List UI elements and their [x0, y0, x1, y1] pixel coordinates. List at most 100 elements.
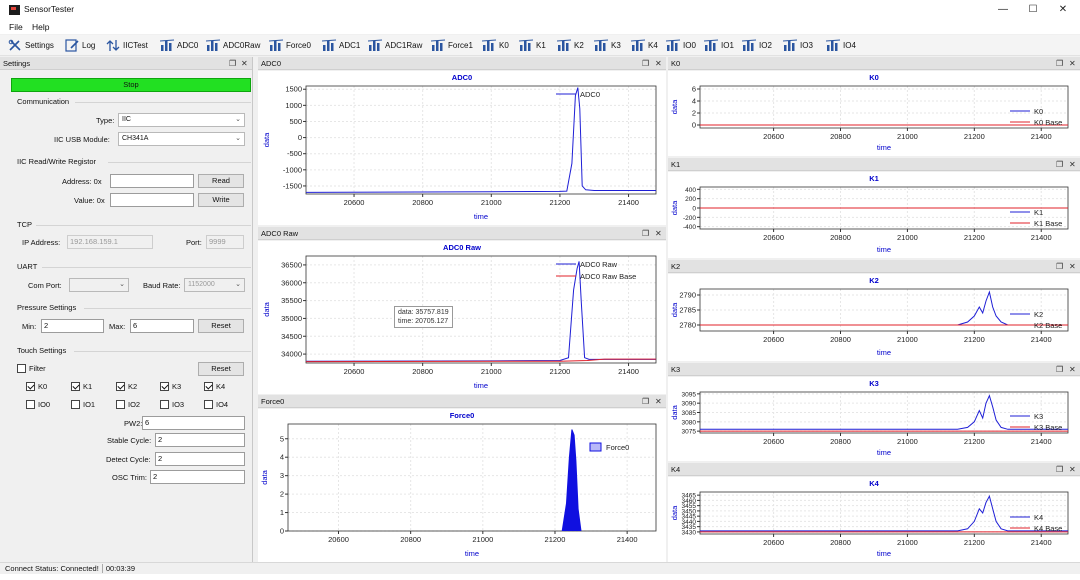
- y-tick-label: 1500: [285, 85, 302, 94]
- maximize-button[interactable]: ☐: [1028, 4, 1038, 15]
- toolbar-k1-label: K1: [536, 41, 546, 50]
- x-axis-label: time: [474, 212, 488, 221]
- title-bar: SensorTester — ☐ ✕: [0, 0, 1080, 20]
- float-icon[interactable]: ❐: [1056, 59, 1064, 68]
- toolbar-k1-button[interactable]: K1: [519, 38, 546, 53]
- toolbar-force0-button[interactable]: Force0: [269, 38, 311, 53]
- tools-icon: [8, 39, 21, 51]
- close-panel-icon[interactable]: ✕: [655, 397, 662, 406]
- checkbox-k0[interactable]: K0: [26, 382, 47, 391]
- toolbar-iictest-label: IICTest: [123, 41, 148, 50]
- legend-label: K3: [1034, 412, 1043, 421]
- close-panel-icon[interactable]: ✕: [1069, 262, 1076, 271]
- data-tooltip: data: 35757.819 time: 20705.127: [394, 306, 453, 328]
- close-panel-icon[interactable]: ✕: [1069, 465, 1076, 474]
- checkbox-k1[interactable]: K1: [71, 382, 92, 391]
- taskbar-strip: [0, 574, 1080, 580]
- x-tick-label: 21000: [897, 132, 918, 141]
- toolbar-adc1raw-button[interactable]: ADC1Raw: [368, 38, 422, 53]
- value-input[interactable]: [110, 193, 194, 207]
- y-tick-label: 500: [289, 117, 302, 126]
- float-icon[interactable]: ❐: [1056, 262, 1064, 271]
- checkbox-io0[interactable]: IO0: [26, 400, 50, 409]
- stop-button[interactable]: Stop: [11, 78, 251, 92]
- close-panel-icon[interactable]: ✕: [1069, 59, 1076, 68]
- max-input[interactable]: 6: [130, 319, 194, 333]
- float-icon[interactable]: ❐: [642, 397, 650, 406]
- checkbox-io4[interactable]: IO4: [204, 400, 228, 409]
- toolbar-settings-button[interactable]: Settings: [8, 38, 54, 53]
- baud-rate-select[interactable]: 1152000 ⌄: [184, 278, 245, 292]
- close-window-button[interactable]: ✕: [1058, 4, 1068, 15]
- iic-usb-module-select[interactable]: CH341A ⌄: [118, 132, 245, 146]
- checkbox-k4[interactable]: K4: [204, 382, 225, 391]
- address-input[interactable]: [110, 174, 194, 188]
- close-panel-icon[interactable]: ✕: [655, 59, 662, 68]
- k2-series-0: [700, 290, 1068, 326]
- com-port-select[interactable]: ⌄: [69, 278, 129, 292]
- pressure-reset-button[interactable]: Reset: [198, 319, 244, 333]
- toolbar-io2-button[interactable]: IO2: [742, 38, 772, 53]
- y-tick-label: 0: [692, 206, 696, 213]
- toolbar-k4-button[interactable]: K4: [631, 38, 658, 53]
- toolbar-io0-button[interactable]: IO0: [666, 38, 696, 53]
- touch-reset-button[interactable]: Reset: [198, 362, 244, 376]
- y-tick-label: 2790: [679, 291, 696, 300]
- checkbox-k2[interactable]: K2: [116, 382, 137, 391]
- read-button[interactable]: Read: [198, 174, 244, 188]
- toolbar-adc0-button[interactable]: ADC0: [160, 38, 198, 53]
- close-panel-icon[interactable]: ✕: [1069, 365, 1076, 374]
- toolbar-io3-button[interactable]: IO3: [783, 38, 813, 53]
- float-icon[interactable]: ❐: [642, 59, 650, 68]
- type-select-value: IIC: [122, 116, 131, 123]
- port-input[interactable]: 9999: [206, 235, 244, 249]
- checkbox-k3[interactable]: K3: [160, 382, 181, 391]
- checkbox-io2[interactable]: IO2: [116, 400, 140, 409]
- tcp-divider: [36, 225, 251, 226]
- toolbar-io1-button[interactable]: IO1: [704, 38, 734, 53]
- x-tick-label: 20600: [763, 132, 784, 141]
- toolbar-log-button[interactable]: Log: [65, 38, 95, 53]
- checkbox-io1[interactable]: IO1: [71, 400, 95, 409]
- x-tick-label: 20800: [830, 335, 851, 344]
- checkbox-label-io0: IO0: [38, 400, 51, 409]
- toolbar-k2-button[interactable]: K2: [557, 38, 584, 53]
- menu-file[interactable]: File: [9, 22, 23, 32]
- toolbar-adc0raw-button[interactable]: ADC0Raw: [206, 38, 260, 53]
- toolbar-force1-button[interactable]: Force1: [431, 38, 473, 53]
- pw2-input[interactable]: 6: [142, 416, 245, 430]
- toolbar-k3-button[interactable]: K3: [594, 38, 621, 53]
- float-icon[interactable]: ❐: [1056, 160, 1064, 169]
- float-icon[interactable]: ❐: [229, 59, 237, 68]
- close-panel-icon[interactable]: ✕: [1069, 160, 1076, 169]
- menu-help[interactable]: Help: [32, 22, 50, 32]
- y-axis-label: data: [670, 99, 679, 114]
- x-tick-label: 21200: [545, 535, 566, 544]
- x-tick-label: 20600: [763, 335, 784, 344]
- write-button[interactable]: Write: [198, 193, 244, 207]
- bar-chart-icon: [704, 39, 719, 51]
- float-icon[interactable]: ❐: [1056, 465, 1064, 474]
- checkbox-io3[interactable]: IO3: [160, 400, 184, 409]
- stable-cycle-input[interactable]: 2: [155, 433, 245, 447]
- force0-chart-title: Force0: [449, 411, 475, 420]
- type-select[interactable]: IIC ⌄: [118, 113, 245, 127]
- adc0-panel-title: ADC0 ❐ ✕: [258, 57, 666, 70]
- toolbar-iictest-button[interactable]: IICTest: [106, 38, 148, 53]
- toolbar-io4-button[interactable]: IO4: [826, 38, 856, 53]
- toolbar-k0-button[interactable]: K0: [482, 38, 509, 53]
- detect-cycle-input[interactable]: 2: [155, 452, 245, 466]
- y-tick-label: 2780: [679, 321, 696, 330]
- filter-checkbox[interactable]: Filter: [17, 364, 46, 373]
- float-icon[interactable]: ❐: [642, 229, 650, 238]
- k1-chart-svg: 20600 20800 21000 21200 21400 400 200 0 -200 -400…: [670, 186, 1069, 254]
- close-panel-icon[interactable]: ✕: [241, 59, 248, 68]
- minimize-button[interactable]: —: [998, 4, 1008, 15]
- close-panel-icon[interactable]: ✕: [655, 229, 662, 238]
- min-input[interactable]: 2: [41, 319, 104, 333]
- plot-frame: [699, 85, 1069, 129]
- toolbar-adc1-button[interactable]: ADC1: [322, 38, 360, 53]
- ip-address-input[interactable]: 192.168.159.1: [67, 235, 153, 249]
- float-icon[interactable]: ❐: [1056, 365, 1064, 374]
- osc-trim-input[interactable]: 2: [150, 470, 245, 484]
